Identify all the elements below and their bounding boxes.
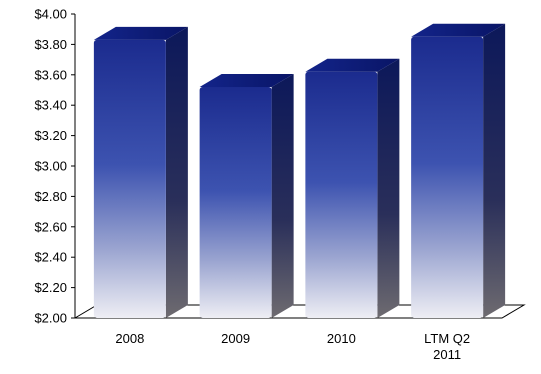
x-category-label: LTM Q2 2011 [424, 331, 470, 362]
bars [93, 23, 506, 319]
bar [199, 73, 294, 319]
bar [305, 58, 400, 318]
bar-front [199, 86, 272, 319]
bar-side [483, 23, 506, 319]
y-tick-label: $2.80 [34, 189, 67, 204]
x-category-label: 2008 [115, 331, 144, 346]
x-category-label: 2009 [221, 331, 250, 346]
bar-side [377, 58, 400, 318]
bar-front [411, 36, 484, 319]
y-tick-label: $3.80 [34, 37, 67, 52]
y-tick-label: $3.60 [34, 67, 67, 82]
x-category-label: 2010 [327, 331, 356, 346]
bar-front [305, 71, 378, 318]
bar-front [93, 39, 166, 319]
y-tick-label: $3.00 [34, 159, 67, 174]
y-tick-label: $2.20 [34, 280, 67, 295]
bar-top [199, 73, 294, 87]
y-tick-label: $3.40 [34, 98, 67, 113]
bar-top [411, 23, 506, 37]
y-tick-label: $2.00 [34, 311, 67, 326]
bar-side [165, 26, 188, 319]
bar-top [305, 58, 400, 72]
bar-top [93, 26, 188, 40]
y-tick-label: $3.20 [34, 128, 67, 143]
axes [71, 13, 76, 319]
y-tick-labels: $2.00 $2.20 $2.40 $2.60 $2.80 $3.00 $3.20 $3.40… [34, 7, 67, 326]
y-tick-label: $2.40 [34, 250, 67, 265]
bar [93, 26, 188, 319]
bar [411, 23, 506, 319]
y-tick-label: $2.60 [34, 219, 67, 234]
x-category-labels: 2008 2009 2010 LTM Q2 2011 [115, 331, 470, 362]
bar-side [271, 73, 294, 319]
y-tick-label: $4.00 [34, 7, 67, 22]
